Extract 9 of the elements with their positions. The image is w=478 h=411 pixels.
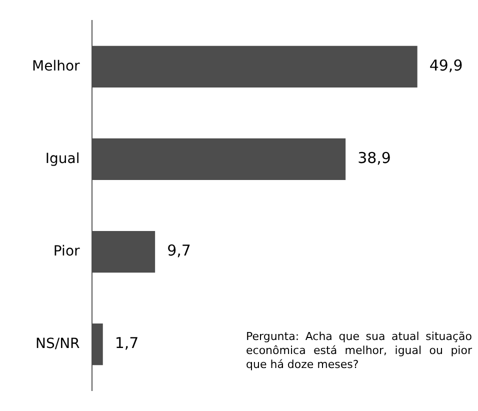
data-label: 38,9 (358, 149, 391, 168)
y-tick-label: Pior (53, 243, 80, 260)
data-label: 49,9 (429, 56, 463, 75)
y-tick-label: Igual (45, 150, 80, 167)
y-tick-label: Melhor (32, 58, 80, 74)
data-label: 1,7 (114, 334, 139, 352)
annotation: Pergunta: Acha que sua atual situação econômica está melhor, igual ou pior que há doze meses? (246, 330, 472, 372)
y-tick-label: NS/NR (35, 336, 80, 352)
data-label: 9,7 (167, 242, 191, 260)
